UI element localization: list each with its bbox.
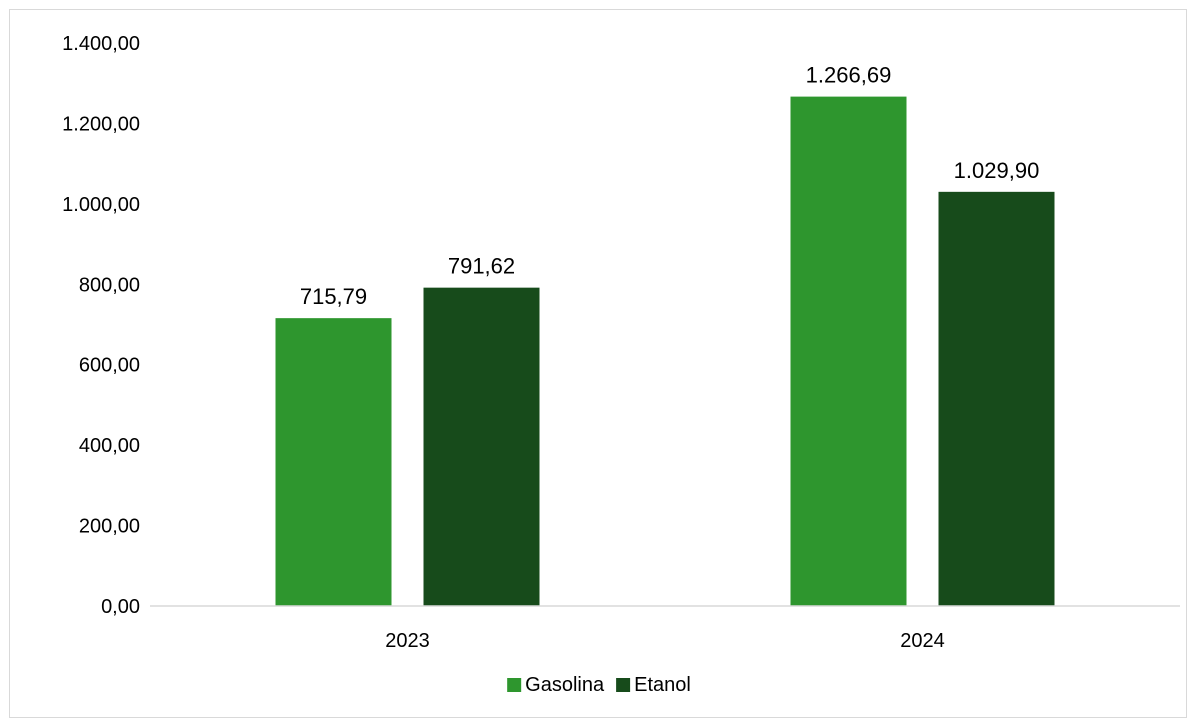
y-tick-label: 600,00 <box>79 355 140 377</box>
bar-gasolina-2024 <box>790 96 907 606</box>
legend-item-etanol: Etanol <box>616 674 691 696</box>
legend-label: Gasolina <box>525 674 605 696</box>
legend-swatch <box>507 678 522 692</box>
bar-etanol-2024 <box>938 191 1055 606</box>
data-labels-group: 715,79 791,62 1.266,69 1.029,90 <box>300 63 1039 310</box>
x-category-label: 2024 <box>900 630 945 652</box>
y-tick-label: 1.200,00 <box>62 113 140 135</box>
category-labels-group: 2023 2024 <box>385 630 945 652</box>
legend-swatch <box>616 678 631 692</box>
y-tick-label: 1.400,00 <box>62 33 140 55</box>
y-tick-label: 800,00 <box>79 274 140 296</box>
bar-etanol-2023 <box>423 287 540 606</box>
y-tick-label: 200,00 <box>79 516 140 538</box>
data-label-gasolina-2023: 715,79 <box>300 284 367 309</box>
y-tick-label: 0,00 <box>101 596 140 618</box>
legend-item-gasolina: Gasolina <box>507 674 605 696</box>
chart-frame: 0,00 200,00 400,00 600,00 800,00 1.000,00 1.20… <box>9 9 1187 718</box>
y-tick-label: 1.000,00 <box>62 194 140 216</box>
bars-group <box>275 96 1055 606</box>
legend-label: Etanol <box>634 674 691 696</box>
bar-chart: 0,00 200,00 400,00 600,00 800,00 1.000,00 1.20… <box>62 33 1180 696</box>
y-axis-ticks: 0,00 200,00 400,00 600,00 800,00 1.000,00 1.20… <box>62 33 140 618</box>
legend: Gasolina Etanol <box>507 674 691 696</box>
data-label-gasolina-2024: 1.266,69 <box>806 63 892 88</box>
bar-gasolina-2023 <box>275 318 392 606</box>
y-tick-label: 400,00 <box>79 435 140 457</box>
data-label-etanol-2023: 791,62 <box>448 254 515 279</box>
x-category-label: 2023 <box>385 630 430 652</box>
data-label-etanol-2024: 1.029,90 <box>954 158 1040 183</box>
